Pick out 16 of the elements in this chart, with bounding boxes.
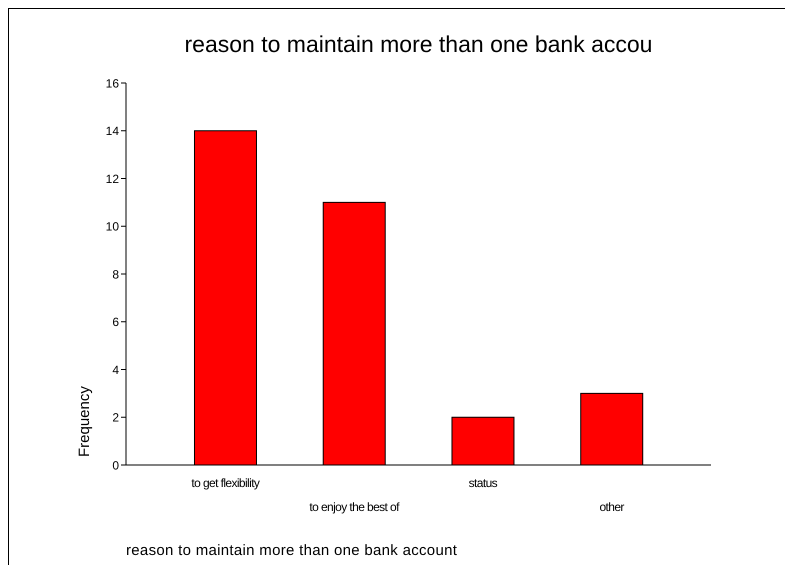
y-tick-label: 16 bbox=[106, 76, 120, 90]
y-tick-label: 0 bbox=[112, 458, 120, 472]
x-tick-label: to enjoy the best of bbox=[309, 500, 400, 514]
y-tick-label: 8 bbox=[112, 267, 120, 282]
chart-title: reason to maintain more than one bank accou bbox=[184, 31, 654, 58]
x-tick-label: other bbox=[599, 500, 624, 514]
y-tick-label: 14 bbox=[106, 124, 120, 138]
y-tick-label: 10 bbox=[106, 220, 120, 234]
y-tick-label: 6 bbox=[112, 315, 120, 330]
x-tick-label: to get flexibility bbox=[191, 476, 260, 490]
y-tick-label: 2 bbox=[112, 410, 120, 425]
y-axis-title: Frequency bbox=[76, 386, 93, 457]
y-tick-label: 4 bbox=[112, 362, 120, 377]
x-tick-label: status bbox=[468, 476, 498, 490]
x-axis-title: reason to maintain more than one bank account bbox=[126, 542, 458, 559]
y-tick-label: 12 bbox=[106, 172, 120, 186]
